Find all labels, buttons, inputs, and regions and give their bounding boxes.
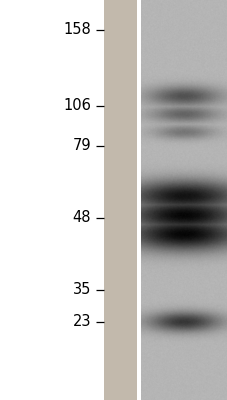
Text: 106: 106 — [63, 98, 91, 114]
Text: 35: 35 — [72, 282, 91, 298]
Bar — [103, 0, 136, 400]
Text: 23: 23 — [72, 314, 91, 330]
Bar — [141, 0, 227, 400]
Text: 79: 79 — [72, 138, 91, 154]
Text: 48: 48 — [72, 210, 91, 226]
Bar — [136, 0, 141, 400]
Text: 158: 158 — [63, 22, 91, 38]
